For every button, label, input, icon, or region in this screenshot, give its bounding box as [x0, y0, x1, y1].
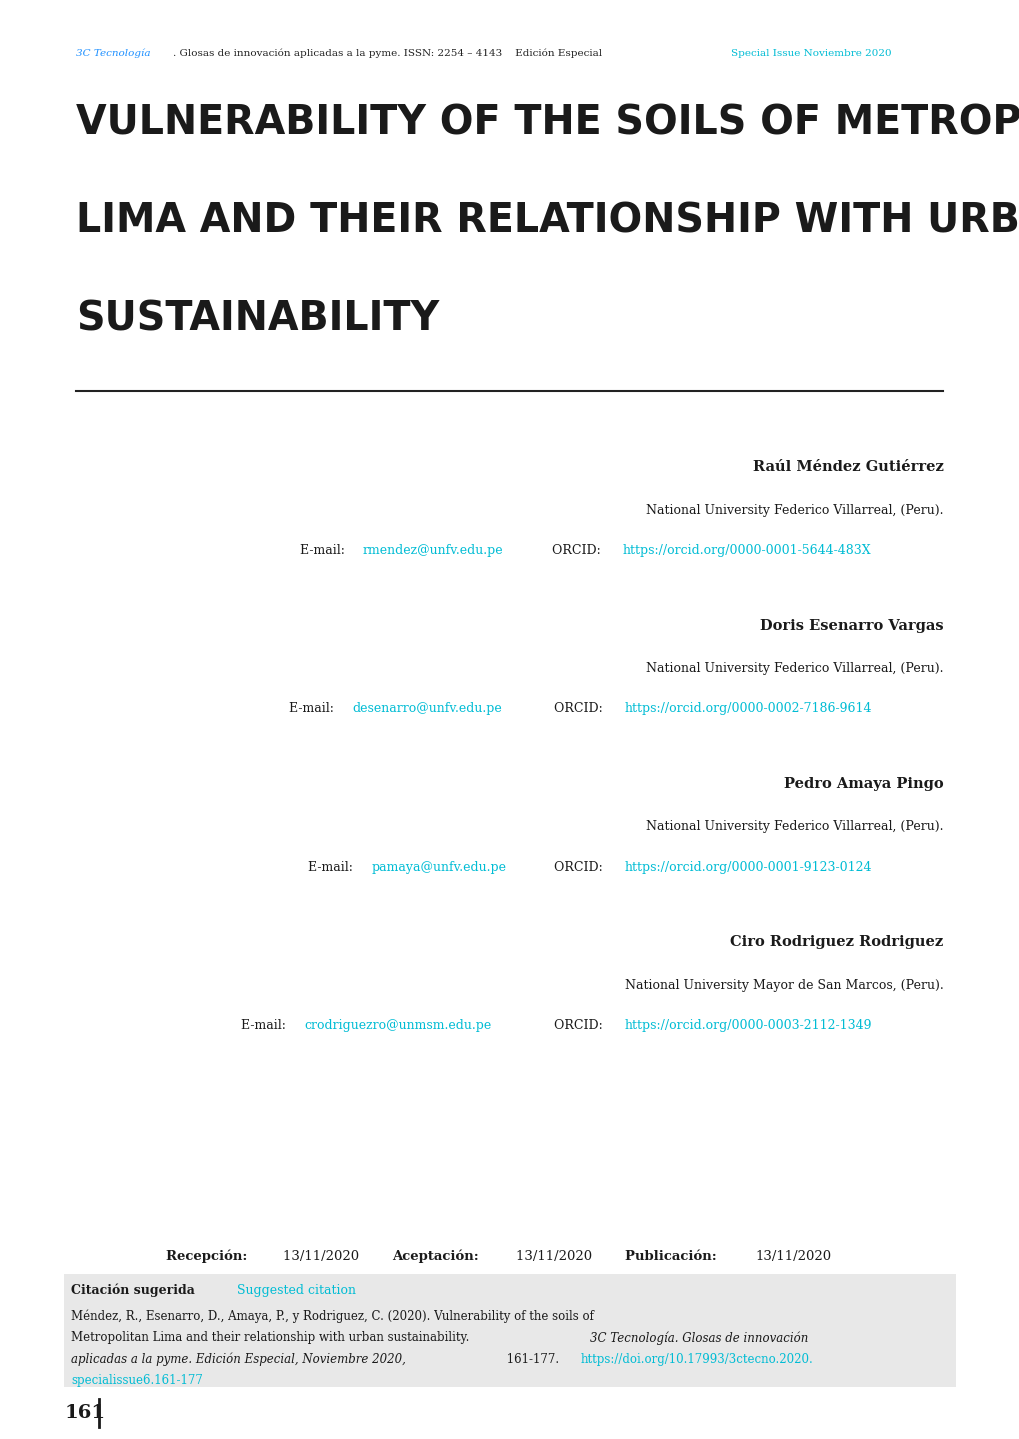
Text: ORCID:: ORCID: [545, 1019, 606, 1032]
Text: rmendez@unfv.edu.pe: rmendez@unfv.edu.pe [363, 544, 503, 557]
Text: https://orcid.org/0000-0001-9123-0124: https://orcid.org/0000-0001-9123-0124 [624, 861, 871, 873]
Text: aplicadas a la pyme. Edición Especial, Noviembre 2020,: aplicadas a la pyme. Edición Especial, N… [71, 1353, 406, 1366]
Text: E-mail:: E-mail: [240, 1019, 289, 1032]
Text: SUSTAINABILITY: SUSTAINABILITY [76, 299, 439, 340]
Text: ORCID:: ORCID: [544, 544, 604, 557]
Text: 161: 161 [64, 1404, 105, 1422]
Text: National University Federico Villarreal, (Peru).: National University Federico Villarreal,… [645, 662, 943, 675]
Text: Raúl Méndez Gutiérrez: Raúl Méndez Gutiérrez [752, 460, 943, 475]
Text: Publicación:: Publicación: [625, 1249, 726, 1263]
Text: National University Mayor de San Marcos, (Peru).: National University Mayor de San Marcos,… [624, 979, 943, 991]
Text: National University Federico Villarreal, (Peru).: National University Federico Villarreal,… [645, 820, 943, 833]
Text: Aceptación:: Aceptación: [392, 1249, 488, 1263]
Text: Metropolitan Lima and their relationship with urban sustainability.: Metropolitan Lima and their relationship… [71, 1331, 473, 1344]
Text: E-mail:: E-mail: [289, 702, 338, 715]
Text: . Glosas de innovación aplicadas a la pyme. ISSN: 2254 – 4143    Edición Especia: . Glosas de innovación aplicadas a la py… [172, 49, 604, 59]
Text: 13/11/2020: 13/11/2020 [755, 1249, 830, 1263]
Text: E-mail:: E-mail: [300, 544, 348, 557]
Text: specialissue6.161-177: specialissue6.161-177 [71, 1374, 203, 1387]
Text: Citación sugerida: Citación sugerida [71, 1284, 200, 1297]
Text: 13/11/2020: 13/11/2020 [516, 1249, 600, 1263]
Text: VULNERABILITY OF THE SOILS OF METROPOLITAN: VULNERABILITY OF THE SOILS OF METROPOLIT… [76, 104, 1019, 144]
Text: National University Federico Villarreal, (Peru).: National University Federico Villarreal,… [645, 504, 943, 517]
Text: 3C Tecnología: 3C Tecnología [76, 49, 151, 59]
Text: desenarro@unfv.edu.pe: desenarro@unfv.edu.pe [353, 702, 501, 715]
Bar [64, 1274, 955, 1387]
Text: ORCID:: ORCID: [545, 861, 606, 873]
Text: https://doi.org/10.17993/3ctecno.2020.: https://doi.org/10.17993/3ctecno.2020. [580, 1353, 813, 1366]
Text: Pedro Amaya Pingo: Pedro Amaya Pingo [784, 777, 943, 791]
Text: E-mail:: E-mail: [308, 861, 357, 873]
Text: 161-177.: 161-177. [503, 1353, 562, 1366]
Text: Recepción:: Recepción: [166, 1249, 257, 1263]
Text: crodriguezro@unmsm.edu.pe: crodriguezro@unmsm.edu.pe [304, 1019, 491, 1032]
Text: https://orcid.org/0000-0002-7186-9614: https://orcid.org/0000-0002-7186-9614 [624, 702, 871, 715]
Text: pamaya@unfv.edu.pe: pamaya@unfv.edu.pe [371, 861, 506, 873]
Text: ORCID:: ORCID: [545, 702, 606, 715]
Text: https://orcid.org/0000-0001-5644-483X: https://orcid.org/0000-0001-5644-483X [622, 544, 870, 557]
Text: LIMA AND THEIR RELATIONSHIP WITH URBAN: LIMA AND THEIR RELATIONSHIP WITH URBAN [76, 201, 1019, 242]
Text: Ciro Rodriguez Rodriguez: Ciro Rodriguez Rodriguez [730, 935, 943, 950]
Text: 3C Tecnología. Glosas de innovación: 3C Tecnología. Glosas de innovación [590, 1331, 808, 1344]
Text: 13/11/2020: 13/11/2020 [283, 1249, 367, 1263]
Text: Suggested citation: Suggested citation [236, 1284, 356, 1297]
Text: https://orcid.org/0000-0003-2112-1349: https://orcid.org/0000-0003-2112-1349 [624, 1019, 871, 1032]
Text: Special Issue Noviembre 2020: Special Issue Noviembre 2020 [730, 49, 891, 58]
Text: Doris Esenarro Vargas: Doris Esenarro Vargas [759, 619, 943, 633]
Text: Méndez, R., Esenarro, D., Amaya, P., y Rodriguez, C. (2020). Vulnerability of th: Méndez, R., Esenarro, D., Amaya, P., y R… [71, 1309, 594, 1322]
